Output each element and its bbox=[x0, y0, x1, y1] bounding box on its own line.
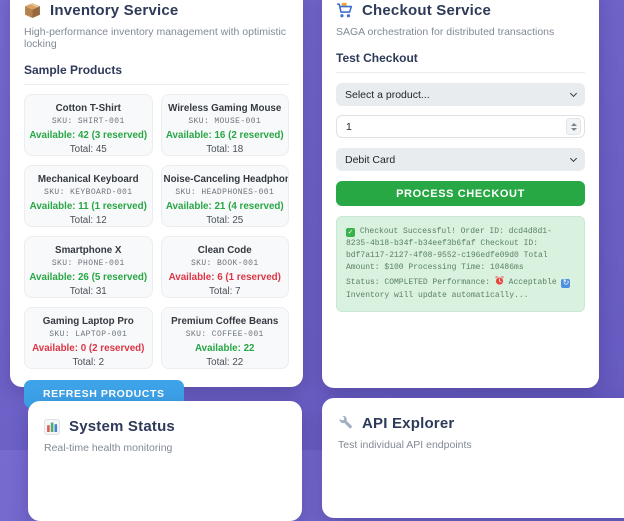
package-icon bbox=[24, 2, 41, 19]
product-sku: SKU: KEYBOARD-001 bbox=[44, 188, 133, 197]
product-availability: Available: 22 bbox=[194, 343, 255, 354]
api-explorer-title: API Explorer bbox=[362, 415, 455, 432]
checkout-subtitle: SAGA orchestration for distributed trans… bbox=[336, 26, 555, 38]
api-explorer-card: API Explorer Test individual API endpoin… bbox=[322, 398, 624, 518]
result-footer: Inventory will update automatically... bbox=[346, 291, 529, 300]
product-availability: Available: 26 (5 reserved) bbox=[29, 272, 148, 283]
wrench-icon bbox=[338, 416, 353, 431]
product-tile: Mechanical Keyboard SKU: KEYBOARD-001 Av… bbox=[24, 165, 153, 227]
product-total: Total: 31 bbox=[69, 286, 107, 297]
alarm-clock-icon bbox=[495, 275, 504, 290]
product-availability: Available: 0 (2 reserved) bbox=[32, 343, 145, 354]
bar-chart-icon bbox=[44, 418, 60, 435]
test-checkout-heading: Test Checkout bbox=[336, 51, 585, 73]
system-status-header: System Status bbox=[44, 418, 286, 435]
payment-method-select[interactable]: Debit Card bbox=[336, 148, 585, 171]
sample-products-heading: Sample Products bbox=[24, 63, 289, 85]
product-sku: SKU: COFFEE-001 bbox=[185, 330, 264, 339]
product-total: Total: 12 bbox=[69, 215, 107, 226]
product-grid: Cotton T-Shirt SKU: SHIRT-001 Available:… bbox=[24, 94, 289, 369]
inventory-subtitle: High-performance inventory management wi… bbox=[24, 26, 287, 50]
product-name: Mechanical Keyboard bbox=[37, 174, 139, 185]
result-text: Checkout Successful! Order ID: dcd4d8d1-… bbox=[346, 227, 552, 272]
chevron-down-icon bbox=[569, 89, 578, 97]
checkout-title: Checkout Service bbox=[362, 2, 492, 19]
payment-select-value: Debit Card bbox=[345, 153, 396, 166]
product-total: Total: 2 bbox=[72, 357, 105, 368]
product-availability: Available: 6 (1 reserved) bbox=[168, 272, 281, 283]
system-status-title: System Status bbox=[69, 418, 175, 435]
product-tile: Cotton T-Shirt SKU: SHIRT-001 Available:… bbox=[24, 94, 153, 156]
product-tile: Wireless Gaming Mouse SKU: MOUSE-001 Ava… bbox=[160, 94, 289, 156]
product-sku: SKU: HEADPHONES-001 bbox=[175, 188, 275, 197]
product-tile: Clean Code SKU: BOOK-001 Available: 6 (1… bbox=[160, 236, 289, 298]
product-availability: Available: 16 (2 reserved) bbox=[165, 130, 284, 141]
process-checkout-button[interactable]: PROCESS CHECKOUT bbox=[336, 181, 585, 206]
product-select-value: Select a product... bbox=[345, 88, 430, 101]
api-explorer-header: API Explorer bbox=[338, 415, 624, 432]
api-explorer-subtitle: Test individual API endpoints bbox=[338, 439, 472, 451]
success-check-icon: ✓ bbox=[346, 228, 355, 237]
product-total: Total: 7 bbox=[208, 286, 241, 297]
checkout-result-alert: ✓ Checkout Successful! Order ID: dcd4d8d… bbox=[336, 216, 585, 312]
cart-icon bbox=[336, 2, 353, 19]
inventory-header: Inventory Service bbox=[24, 2, 289, 19]
product-total: Total: 25 bbox=[206, 215, 244, 226]
product-name: Smartphone X bbox=[55, 245, 122, 256]
inventory-title: Inventory Service bbox=[50, 2, 179, 19]
product-sku: SKU: PHONE-001 bbox=[51, 259, 125, 268]
inventory-service-card: Inventory Service High-performance inven… bbox=[10, 0, 303, 408]
product-availability: Available: 11 (1 reserved) bbox=[29, 201, 147, 212]
product-availability: Available: 21 (4 reserved) bbox=[165, 201, 284, 212]
product-sku: SKU: MOUSE-001 bbox=[188, 117, 262, 126]
product-total: Total: 18 bbox=[206, 144, 244, 155]
product-sku: SKU: SHIRT-001 bbox=[51, 117, 125, 126]
product-sku: SKU: LAPTOP-001 bbox=[49, 330, 128, 339]
status-text: Status: COMPLETED Performance: bbox=[346, 278, 491, 287]
system-status-subtitle: Real-time health monitoring bbox=[44, 442, 173, 454]
product-name: Cotton T-Shirt bbox=[55, 103, 121, 114]
quantity-input[interactable] bbox=[346, 120, 566, 133]
checkout-service-card: Checkout Service SAGA orchestration for … bbox=[322, 0, 599, 388]
product-select[interactable]: Select a product... bbox=[336, 83, 585, 106]
product-tile: Smartphone X SKU: PHONE-001 Available: 2… bbox=[24, 236, 153, 298]
product-name: Premium Coffee Beans bbox=[171, 316, 279, 327]
checkout-result-message: ✓ Checkout Successful! Order ID: dcd4d8d… bbox=[346, 226, 575, 274]
product-tile: Premium Coffee Beans SKU: COFFEE-001 Ava… bbox=[160, 307, 289, 369]
product-name: Wireless Gaming Mouse bbox=[168, 103, 282, 114]
quantity-stepper[interactable] bbox=[566, 118, 581, 135]
product-tile: Gaming Laptop Pro SKU: LAPTOP-001 Availa… bbox=[24, 307, 153, 369]
quantity-field bbox=[336, 115, 585, 138]
product-total: Total: 45 bbox=[69, 144, 107, 155]
checkout-result-status: Status: COMPLETED Performance: Acceptabl… bbox=[346, 275, 575, 302]
product-name: Clean Code bbox=[197, 245, 252, 256]
product-total: Total: 22 bbox=[206, 357, 244, 368]
checkout-header: Checkout Service bbox=[336, 2, 585, 19]
product-sku: SKU: BOOK-001 bbox=[190, 259, 259, 268]
chevron-down-icon bbox=[569, 154, 578, 162]
product-tile: Noise-Canceling Headphones SKU: HEADPHON… bbox=[160, 165, 289, 227]
product-availability: Available: 42 (3 reserved) bbox=[29, 130, 148, 141]
product-name: Noise-Canceling Headphones bbox=[163, 174, 289, 185]
product-name: Gaming Laptop Pro bbox=[42, 316, 134, 327]
performance-label: Acceptable bbox=[508, 278, 557, 287]
refresh-icon: ↻ bbox=[561, 278, 571, 288]
system-status-card: System Status Real-time health monitorin… bbox=[28, 401, 302, 521]
